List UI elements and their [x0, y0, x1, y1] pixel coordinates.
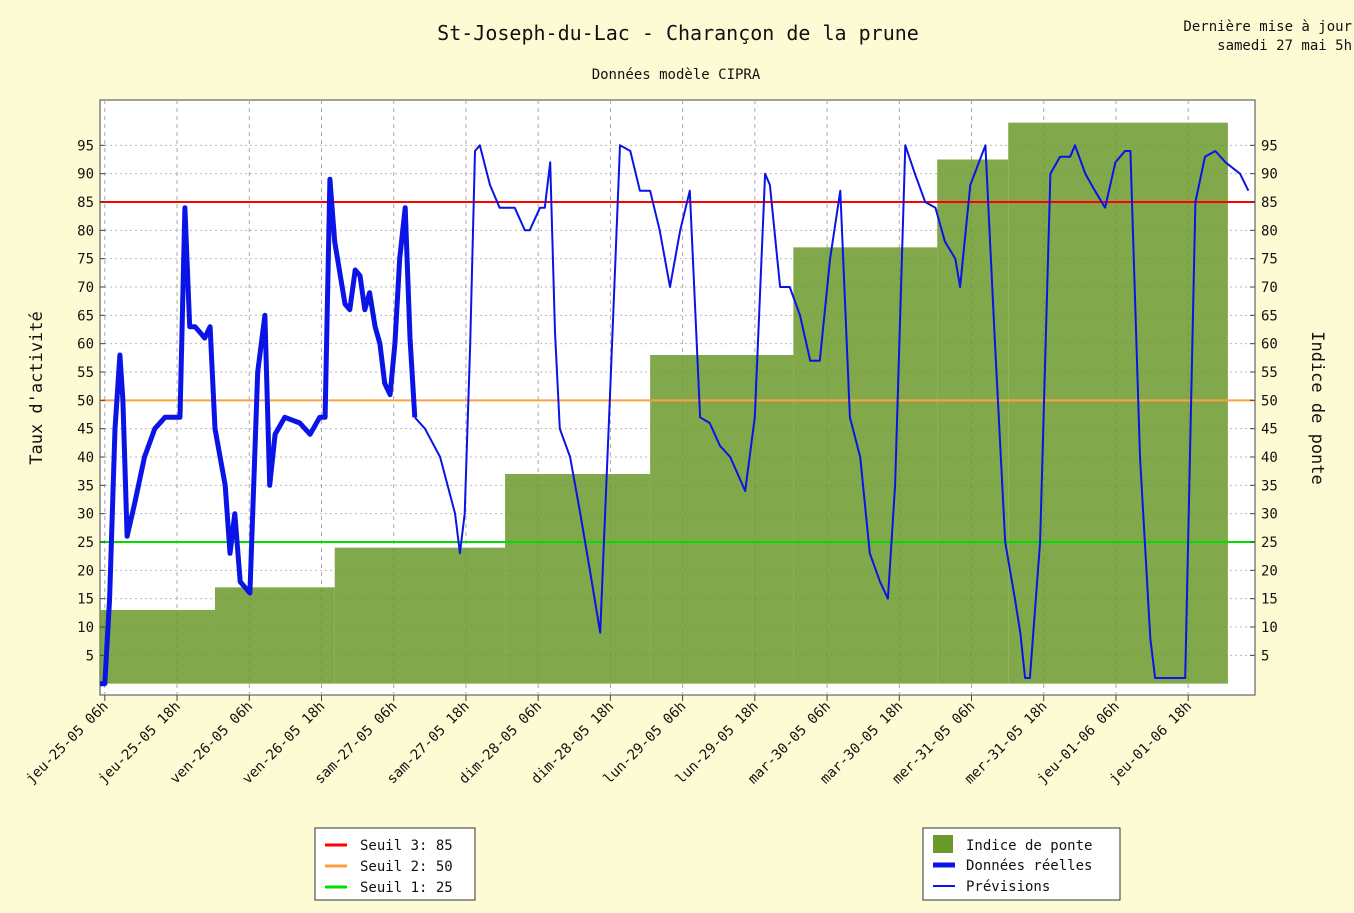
- y2-tick-label: 40: [1261, 450, 1278, 466]
- y-tick-label: 5: [86, 648, 94, 664]
- legend-swatch: [933, 835, 953, 853]
- ponte-bar: [215, 587, 335, 683]
- y2-tick-label: 20: [1261, 563, 1278, 579]
- legend-label: Indice de ponte: [966, 838, 1092, 854]
- legend-label: Seuil 1: 25: [360, 880, 453, 896]
- y-tick-label: 50: [77, 393, 94, 409]
- y2-tick-label: 80: [1261, 223, 1278, 239]
- y-tick-label: 80: [77, 223, 94, 239]
- y2-tick-label: 60: [1261, 337, 1278, 353]
- ponte-bar: [335, 548, 505, 684]
- legend-label: Seuil 3: 85: [360, 838, 453, 854]
- update-text: Dernière mise à jour: [1183, 19, 1352, 35]
- y2-tick-label: 30: [1261, 507, 1278, 523]
- y-tick-label: 95: [77, 138, 94, 154]
- y2-tick-label: 70: [1261, 280, 1278, 296]
- y-tick-label: 70: [77, 280, 94, 296]
- legend-label: Données réelles: [966, 858, 1092, 874]
- y2-tick-label: 5: [1261, 648, 1269, 664]
- chart: St-Joseph-du-Lac - Charançon de la prune…: [0, 0, 1354, 913]
- ponte-bar: [937, 160, 1008, 684]
- y-axis-label: Taux d'activité: [27, 311, 47, 465]
- y-tick-label: 55: [77, 365, 94, 381]
- ponte-bar: [650, 355, 793, 684]
- y2-tick-label: 15: [1261, 592, 1278, 608]
- y2-tick-label: 50: [1261, 393, 1278, 409]
- ponte-bar: [793, 247, 937, 683]
- y-tick-label: 65: [77, 308, 94, 324]
- y2-axis-label: Indice de ponte: [1307, 331, 1327, 485]
- y2-tick-label: 85: [1261, 195, 1278, 211]
- y-tick-label: 85: [77, 195, 94, 211]
- y-tick-label: 15: [77, 592, 94, 608]
- y-tick-label: 25: [77, 535, 94, 551]
- ponte-bar: [100, 610, 215, 684]
- y2-tick-label: 35: [1261, 478, 1278, 494]
- y2-tick-label: 75: [1261, 252, 1278, 268]
- y2-tick-label: 90: [1261, 167, 1278, 183]
- y2-tick-label: 45: [1261, 422, 1278, 438]
- y-tick-label: 45: [77, 422, 94, 438]
- y-tick-label: 75: [77, 252, 94, 268]
- y2-tick-label: 65: [1261, 308, 1278, 324]
- y-tick-label: 60: [77, 337, 94, 353]
- y-tick-label: 20: [77, 563, 94, 579]
- chart-subtitle: Données modèle CIPRA: [592, 67, 761, 83]
- y-tick-label: 30: [77, 507, 94, 523]
- y2-tick-label: 95: [1261, 138, 1278, 154]
- y-tick-label: 35: [77, 478, 94, 494]
- y-tick-label: 10: [77, 620, 94, 636]
- y2-tick-label: 10: [1261, 620, 1278, 636]
- y2-tick-label: 55: [1261, 365, 1278, 381]
- update-text: samedi 27 mai 5h: [1217, 38, 1352, 54]
- legend-label: Prévisions: [966, 879, 1050, 895]
- y-tick-label: 90: [77, 167, 94, 183]
- y2-tick-label: 25: [1261, 535, 1278, 551]
- legend-label: Seuil 2: 50: [360, 859, 453, 875]
- y-tick-label: 40: [77, 450, 94, 466]
- chart-title: St-Joseph-du-Lac - Charançon de la prune: [437, 21, 919, 45]
- ponte-bar: [505, 474, 650, 684]
